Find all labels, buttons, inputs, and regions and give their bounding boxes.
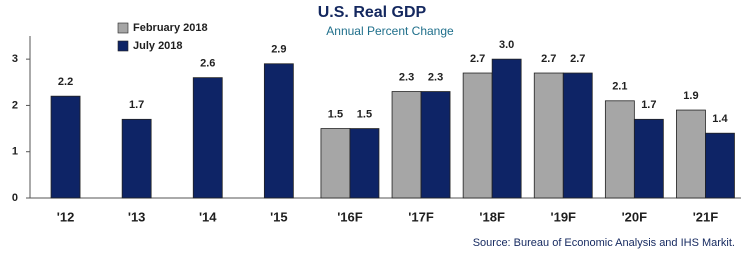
- bar: [320, 128, 351, 199]
- bar: [604, 100, 635, 199]
- chart-title: U.S. Real GDP: [318, 4, 427, 21]
- x-tick-label: '15: [270, 209, 288, 224]
- bar: [705, 132, 735, 199]
- bar: [121, 118, 152, 199]
- y-tick-label: 0: [12, 192, 18, 204]
- value-label: 2.9: [271, 44, 286, 56]
- y-tick-label: 3: [12, 53, 18, 65]
- x-tick-label: '18F: [479, 209, 505, 224]
- y-tick-label: 1: [12, 146, 18, 158]
- legend-label: February 2018: [133, 22, 208, 34]
- x-tick-label: '19F: [551, 209, 577, 224]
- legend-label: July 2018: [133, 40, 183, 52]
- source-note: Source: Bureau of Economic Analysis and …: [473, 237, 735, 249]
- bar: [533, 72, 564, 199]
- value-label: 2.3: [399, 71, 414, 83]
- bar: [491, 58, 522, 199]
- value-label: 2.3: [428, 71, 443, 83]
- x-tick-label: '12: [57, 209, 75, 224]
- value-label: 1.4: [712, 113, 728, 125]
- value-label: 1.5: [357, 108, 372, 120]
- value-label: 1.7: [129, 99, 144, 111]
- x-tick-label: '17F: [408, 209, 434, 224]
- value-label: 1.7: [641, 99, 656, 111]
- bar: [420, 91, 451, 199]
- chart-subtitle: Annual Percent Change: [326, 24, 454, 38]
- legend-swatch: [117, 22, 129, 34]
- bar: [391, 91, 422, 199]
- bar: [562, 72, 593, 199]
- x-tick-label: '21F: [693, 209, 719, 224]
- y-tick-label: 2: [12, 99, 18, 111]
- x-tick-label: '16F: [337, 209, 363, 224]
- value-label: 2.1: [612, 81, 627, 93]
- x-tick-label: '14: [199, 209, 217, 224]
- bar: [676, 109, 706, 199]
- value-label: 2.6: [200, 58, 215, 70]
- value-label: 1.9: [683, 90, 698, 102]
- bar: [462, 72, 493, 199]
- value-label: 1.5: [328, 108, 343, 120]
- x-tick-label: '13: [128, 209, 146, 224]
- bar: [349, 128, 380, 199]
- value-label: 3.0: [499, 39, 514, 51]
- value-label: 2.7: [541, 53, 556, 65]
- value-label: 2.7: [470, 53, 485, 65]
- x-tick-label: '20F: [622, 209, 648, 224]
- value-label: 2.2: [58, 76, 73, 88]
- bar: [633, 118, 664, 199]
- bar: [50, 95, 81, 199]
- bar: [192, 77, 223, 199]
- bar: [263, 63, 294, 199]
- value-label: 2.7: [570, 53, 585, 65]
- legend-swatch: [117, 40, 129, 52]
